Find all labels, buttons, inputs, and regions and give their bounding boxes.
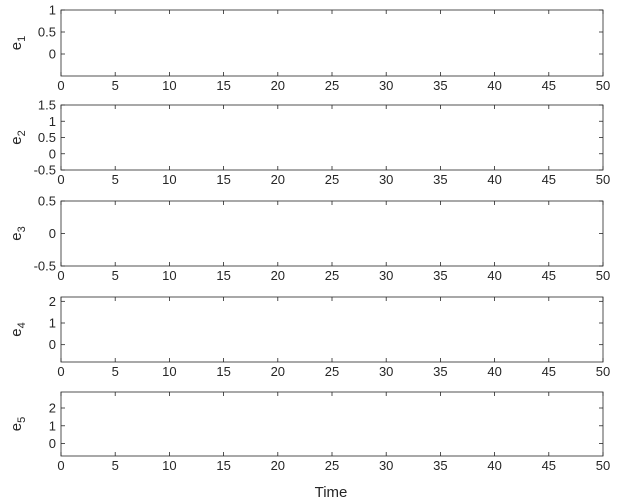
x-tick-label: 10	[162, 364, 176, 379]
y-axis-label-subscript: 1	[16, 36, 28, 42]
x-tick-label: 40	[487, 78, 501, 93]
y-tick-label: 1	[49, 418, 56, 433]
x-tick-label: 20	[271, 268, 285, 283]
axis-frame-e5	[61, 392, 603, 456]
x-tick-label: 0	[57, 268, 64, 283]
x-tick-label: 25	[325, 78, 339, 93]
x-tick-label: 35	[433, 172, 447, 187]
x-axis-label: Time	[315, 484, 348, 501]
x-tick-label: 30	[379, 364, 393, 379]
x-tick-label: 40	[487, 172, 501, 187]
y-tick-label: 0	[49, 146, 56, 161]
y-axis-label-e1: e1	[8, 36, 28, 50]
x-tick-label: 30	[379, 78, 393, 93]
x-tick-label: 0	[57, 458, 64, 473]
x-tick-label: 40	[487, 364, 501, 379]
x-tick-label: 35	[433, 458, 447, 473]
y-axis-label-base: e	[8, 328, 25, 336]
x-tick-label: 50	[596, 78, 610, 93]
x-tick-label: 15	[216, 268, 230, 283]
x-tick-label: 5	[112, 78, 119, 93]
x-tick-label: 5	[112, 172, 119, 187]
x-tick-label: 15	[216, 364, 230, 379]
x-tick-label: 5	[112, 268, 119, 283]
x-tick-label: 0	[57, 78, 64, 93]
x-tick-label: 20	[271, 364, 285, 379]
x-tick-label: 10	[162, 268, 176, 283]
y-axis-label-base: e	[8, 42, 25, 50]
x-tick-label: 50	[596, 268, 610, 283]
x-tick-label: 50	[596, 458, 610, 473]
y-tick-label: 0	[49, 436, 56, 451]
y-tick-label: 0	[49, 47, 56, 62]
y-tick-label: 0.5	[38, 25, 56, 40]
x-tick-label: 35	[433, 78, 447, 93]
axis-frame-e4	[61, 297, 603, 362]
x-tick-label: 45	[542, 78, 556, 93]
y-axis-label-subscript: 4	[16, 322, 28, 328]
y-tick-label: 0	[49, 337, 56, 352]
y-axis-label-e3: e3	[8, 226, 28, 240]
x-tick-label: 15	[216, 172, 230, 187]
axis-frame-e2	[61, 105, 603, 170]
y-tick-label: -0.5	[34, 163, 56, 178]
y-axis-label-e4: e4	[8, 322, 28, 336]
y-tick-label: 1	[49, 3, 56, 18]
x-tick-label: 25	[325, 458, 339, 473]
x-tick-label: 20	[271, 172, 285, 187]
x-tick-label: 30	[379, 268, 393, 283]
x-tick-label: 40	[487, 458, 501, 473]
y-axis-label-subscript: 5	[16, 417, 28, 423]
y-tick-label: 0	[49, 226, 56, 241]
y-axis-label-e2: e2	[8, 130, 28, 144]
x-tick-label: 35	[433, 268, 447, 283]
x-tick-label: 20	[271, 78, 285, 93]
x-tick-label: 0	[57, 364, 64, 379]
x-tick-label: 30	[379, 172, 393, 187]
subplot-e3: 0 5 10 15 20 25 30 35 40 45 50-0.500.5e3	[8, 194, 610, 284]
x-tick-label: 35	[433, 364, 447, 379]
subplot-e2: 0 5 10 15 20 25 30 35 40 45 50-0.500.511.5e2	[8, 98, 610, 188]
x-tick-label: 45	[542, 458, 556, 473]
x-tick-label: 30	[379, 458, 393, 473]
x-tick-label: 25	[325, 172, 339, 187]
subplot-e4: 0 5 10 15 20 25 30 35 40 45 50 0 1 2 e4	[8, 294, 610, 379]
y-axis-label-base: e	[8, 232, 25, 240]
x-tick-label: 10	[162, 458, 176, 473]
y-tick-label: 0.5	[38, 194, 56, 209]
x-tick-label: 5	[112, 364, 119, 379]
y-axis-label-subscript: 3	[16, 226, 28, 232]
x-tick-label: 10	[162, 172, 176, 187]
axis-frame-e1	[61, 10, 603, 76]
x-tick-label: 50	[596, 364, 610, 379]
x-tick-label: 50	[596, 172, 610, 187]
y-axis-label-subscript: 2	[16, 130, 28, 136]
x-tick-label: 0	[57, 172, 64, 187]
y-tick-label: 2	[49, 401, 56, 416]
y-axis-label-base: e	[8, 136, 25, 144]
y-tick-label: 1	[49, 114, 56, 129]
x-tick-label: 25	[325, 364, 339, 379]
x-tick-label: 40	[487, 268, 501, 283]
x-tick-label: 15	[216, 78, 230, 93]
x-tick-label: 45	[542, 364, 556, 379]
x-tick-label: 10	[162, 78, 176, 93]
y-tick-label: 0.5	[38, 130, 56, 145]
y-axis-label-base: e	[8, 423, 25, 431]
axis-frame-e3	[61, 201, 603, 266]
y-tick-label: 1	[49, 316, 56, 331]
y-axis-label-e5: e5	[8, 417, 28, 431]
y-tick-label: 2	[49, 294, 56, 309]
y-tick-label: -0.5	[34, 259, 56, 274]
y-tick-label: 1.5	[38, 98, 56, 113]
x-tick-label: 20	[271, 458, 285, 473]
x-tick-label: 15	[216, 458, 230, 473]
x-tick-label: 5	[112, 458, 119, 473]
x-tick-label: 25	[325, 268, 339, 283]
x-tick-label: 45	[542, 268, 556, 283]
x-tick-label: 45	[542, 172, 556, 187]
